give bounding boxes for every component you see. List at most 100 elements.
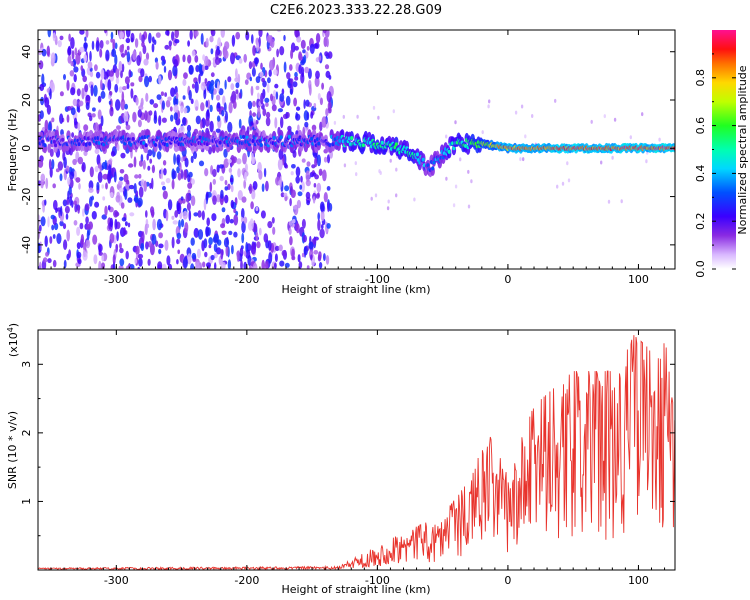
spectrogram-noise-cell	[198, 73, 201, 84]
spectrogram-noise-cell	[181, 156, 184, 163]
spectrogram-noise-cell	[85, 239, 91, 249]
spectrogram-carrier-cell	[88, 141, 92, 146]
spectrogram-noise-cell	[317, 93, 321, 101]
spectrogram-noise-cell	[220, 223, 226, 229]
spectrogram-noise-cell	[87, 61, 93, 69]
spectrogram-carrier-cell	[218, 140, 222, 145]
spectrogram-noise-cell	[119, 242, 122, 249]
spectrogram-noise-cell	[313, 183, 317, 188]
spectrogram-noise-cell	[237, 168, 241, 178]
spectrogram-ytick-label: 0	[20, 145, 33, 152]
spectrogram-noise-cell	[278, 244, 283, 252]
spectrogram-noise-cell	[318, 168, 323, 176]
spectrogram-noise-cell	[355, 172, 358, 177]
spectrogram-noise-cell	[445, 176, 448, 181]
spectrogram-noise-cell	[308, 241, 314, 250]
colorbar-label: Normalized spectral amplitude	[736, 65, 749, 234]
spectrogram-noise-cell	[314, 157, 318, 168]
spectrogram-noise-cell	[255, 76, 261, 84]
spectrogram-noise-cell	[118, 86, 123, 93]
spectrogram-noise-cell	[130, 82, 135, 87]
spectrogram-noise-cell	[135, 96, 139, 106]
spectrogram-noise-cell	[49, 88, 52, 100]
spectrogram-noise-cell	[611, 155, 614, 160]
spectrogram-noise-cell	[39, 110, 44, 120]
spectrogram-noise-cell	[51, 224, 55, 231]
spectrogram-noise-cell	[97, 109, 102, 120]
spectrogram-noise-cell	[613, 117, 617, 122]
spectrogram-noise-cell	[297, 124, 300, 132]
spectrogram-noise-cell	[158, 243, 164, 249]
spectrogram-noise-cell	[304, 121, 309, 128]
spectrogram-noise-cell	[413, 197, 416, 202]
spectrogram-xtick-label: -300	[104, 273, 129, 286]
spectrogram-noise-cell	[83, 54, 88, 63]
spectrogram-noise-cell	[303, 99, 306, 109]
spectrogram-noise-cell	[89, 50, 92, 62]
spectrogram-noise-cell	[120, 70, 123, 79]
spectrogram-noise-cell	[170, 114, 174, 122]
spectrogram-noise-cell	[116, 231, 119, 242]
spectrogram-noise-cell	[216, 102, 221, 109]
spectrogram-noise-cell	[531, 114, 534, 118]
spectrogram-noise-cell	[320, 210, 325, 222]
spectrogram-noise-cell	[298, 64, 303, 75]
spectrogram-noise-cell	[262, 108, 267, 117]
spectrogram-noise-cell	[177, 172, 182, 181]
spectrogram-noise-cell	[130, 88, 134, 99]
spectrogram-noise-cell	[141, 34, 145, 44]
spectrogram-noise-cell	[190, 155, 194, 164]
snr-ytick-label: 1	[20, 498, 33, 505]
spectrogram-noise-cell	[325, 108, 329, 117]
spectrogram-noise-cell	[268, 252, 273, 264]
spectrogram-noise-cell	[149, 182, 152, 189]
spectrogram-noise-cell	[271, 217, 275, 224]
spectrogram-noise-cell	[165, 99, 171, 108]
spectrogram-noise-cell	[294, 45, 299, 51]
spectrogram-noise-cell	[166, 255, 171, 266]
spectrogram-noise-cell	[45, 177, 49, 190]
spectrogram-noise-cell	[128, 69, 132, 78]
figure-title: C2E6.2023.333.22.28.G09	[270, 3, 442, 18]
spectrogram-noise-cell	[137, 119, 142, 128]
spectrogram-noise-cell	[325, 255, 330, 265]
spectrogram-noise-cell	[44, 235, 48, 248]
spectrogram-noise-cell	[319, 201, 325, 212]
spectrogram-noise-cell	[208, 83, 214, 95]
spectrogram-noise-cell	[261, 183, 265, 192]
spectrogram-noise-cell	[141, 41, 145, 48]
spectrogram-noise-cell	[194, 30, 199, 37]
spectrogram-noise-cell	[228, 167, 233, 173]
spectrogram-noise-cell	[180, 196, 184, 201]
spectrogram-noise-cell	[92, 234, 98, 245]
spectrogram-noise-cell	[243, 261, 247, 269]
spectrogram-noise-cell	[52, 183, 56, 189]
spectrogram-noise-cell	[251, 189, 256, 200]
spectrogram-noise-cell	[554, 98, 557, 103]
spectrogram-noise-cell	[454, 120, 457, 125]
spectrogram-noise-cell	[77, 204, 80, 214]
spectrogram-noise-cell	[114, 211, 120, 217]
spectrogram-noise-cell	[326, 223, 331, 229]
spectrogram-noise-cell	[258, 30, 263, 38]
spectrogram-noise-cell	[306, 200, 310, 206]
spectrogram-noise-cell	[205, 37, 209, 48]
spectrogram-noise-cell	[318, 251, 322, 260]
spectrogram-noise-cell	[290, 171, 294, 176]
spectrogram-noise-cell	[187, 182, 193, 189]
spectrogram-noise-cell	[318, 262, 323, 269]
spectrogram-noise-cell	[204, 168, 209, 177]
spectrogram-noise-cell	[228, 101, 233, 114]
spectrogram-noise-cell	[67, 177, 71, 186]
spectrogram-noise-cell	[200, 102, 205, 112]
spectrogram-noise-cell	[251, 156, 256, 165]
spectrogram-carrier-cell	[142, 141, 146, 145]
spectrogram-noise-cell	[132, 111, 137, 123]
spectrogram-noise-cell	[121, 91, 125, 103]
spectrogram-noise-cell	[561, 181, 565, 186]
spectrogram-noise-cell	[184, 222, 189, 233]
spectrogram-noise-cell	[148, 32, 152, 44]
spectrogram-noise-cell	[113, 171, 117, 183]
spectrogram-noise-cell	[225, 111, 228, 123]
spectrogram-noise-cell	[137, 253, 144, 259]
